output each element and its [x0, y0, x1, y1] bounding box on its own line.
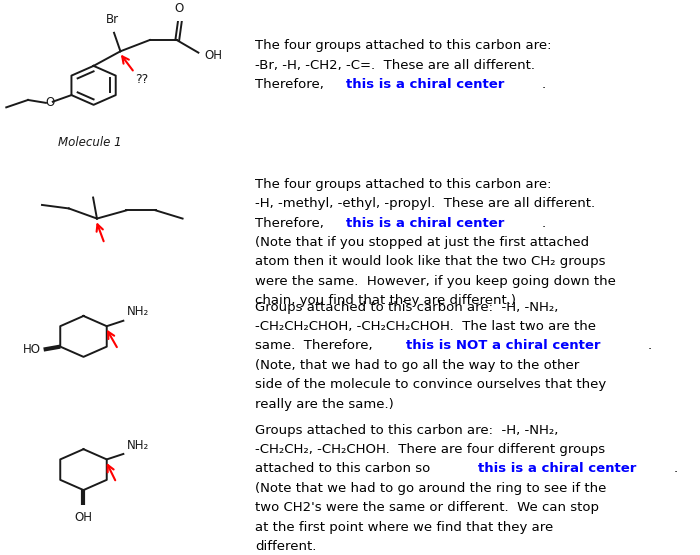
- Text: NH₂: NH₂: [127, 305, 148, 319]
- Text: .: .: [542, 78, 546, 91]
- Text: attached to this carbon so: attached to this carbon so: [255, 462, 435, 476]
- Text: O: O: [45, 97, 55, 109]
- Text: -H, -methyl, -ethyl, -propyl.  These are all different.: -H, -methyl, -ethyl, -propyl. These are …: [255, 197, 595, 210]
- Text: OH: OH: [74, 512, 92, 524]
- Text: same.  Therefore,: same. Therefore,: [255, 340, 377, 352]
- Text: O: O: [174, 2, 184, 14]
- Text: chain, you find that they are different.): chain, you find that they are different.…: [255, 294, 516, 307]
- Text: OH: OH: [205, 49, 223, 62]
- Text: .: .: [674, 462, 678, 476]
- Text: Therefore,: Therefore,: [255, 216, 328, 230]
- Text: Groups attached to this carbon are:  -H, -NH₂,: Groups attached to this carbon are: -H, …: [255, 301, 559, 314]
- Text: Br: Br: [106, 13, 119, 26]
- Text: -CH₂CH₂, -CH₂CHOH.  There are four different groups: -CH₂CH₂, -CH₂CHOH. There are four differ…: [255, 443, 605, 456]
- Text: ??: ??: [136, 73, 149, 86]
- Text: .: .: [542, 216, 546, 230]
- Text: this is NOT a chiral center: this is NOT a chiral center: [406, 340, 601, 352]
- Text: atom then it would look like that the two CH₂ groups: atom then it would look like that the tw…: [255, 255, 606, 269]
- Text: The four groups attached to this carbon are:: The four groups attached to this carbon …: [255, 39, 552, 52]
- Text: different.: different.: [255, 541, 316, 553]
- Text: The four groups attached to this carbon are:: The four groups attached to this carbon …: [255, 178, 552, 190]
- Text: -CH₂CH₂CHOH, -CH₂CH₂CHOH.  The last two are the: -CH₂CH₂CHOH, -CH₂CH₂CHOH. The last two a…: [255, 320, 596, 333]
- Text: really are the same.): really are the same.): [255, 398, 394, 411]
- Text: two CH2's were the same or different.  We can stop: two CH2's were the same or different. We…: [255, 501, 599, 514]
- Text: Groups attached to this carbon are:  -H, -NH₂,: Groups attached to this carbon are: -H, …: [255, 423, 559, 437]
- Text: .: .: [648, 340, 652, 352]
- Text: (Note, that we had to go all the way to the other: (Note, that we had to go all the way to …: [255, 359, 580, 372]
- Text: -Br, -H, -CH2, -C=.  These are all different.: -Br, -H, -CH2, -C=. These are all differ…: [255, 59, 535, 72]
- Text: at the first point where we find that they are: at the first point where we find that th…: [255, 521, 553, 534]
- Text: side of the molecule to convince ourselves that they: side of the molecule to convince ourselv…: [255, 379, 606, 391]
- Text: (Note that if you stopped at just the first attached: (Note that if you stopped at just the fi…: [255, 236, 589, 249]
- Text: were the same.  However, if you keep going down the: were the same. However, if you keep goin…: [255, 275, 616, 288]
- Text: HO: HO: [22, 343, 41, 356]
- Text: (Note that we had to go around the ring to see if the: (Note that we had to go around the ring …: [255, 482, 606, 495]
- Text: this is a chiral center: this is a chiral center: [477, 462, 636, 476]
- Text: Therefore,: Therefore,: [255, 78, 328, 91]
- Text: this is a chiral center: this is a chiral center: [346, 78, 504, 91]
- Text: NH₂: NH₂: [127, 438, 148, 452]
- Text: Molecule 1: Molecule 1: [58, 136, 122, 149]
- Text: this is a chiral center: this is a chiral center: [346, 216, 504, 230]
